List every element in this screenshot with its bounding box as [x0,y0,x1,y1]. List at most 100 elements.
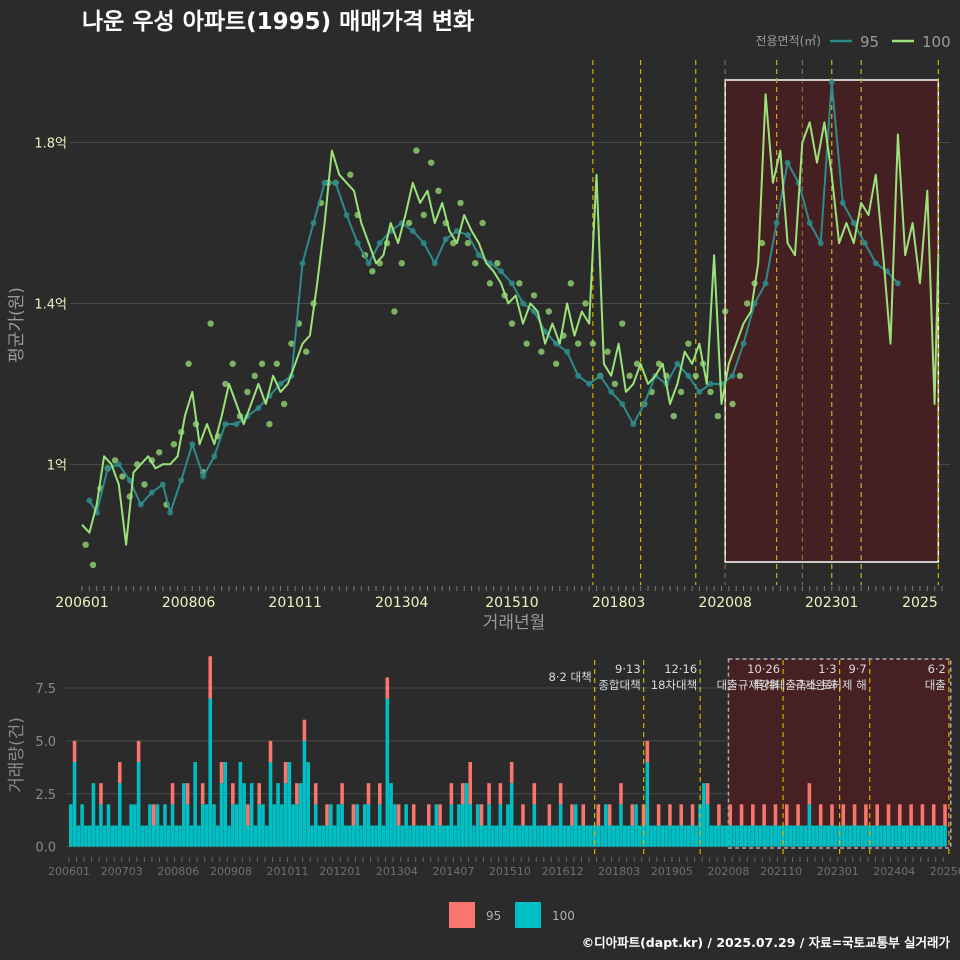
volume-bar-95 [385,677,390,699]
volume-bar-95 [558,783,563,805]
volume-bar-100 [660,825,665,847]
volume-bar-100 [758,825,763,847]
volume-bar-100 [656,825,661,847]
price-point-100 [89,561,97,569]
volume-bar-100 [849,825,853,847]
volume-bar-95 [645,740,650,763]
volume-bar-100 [306,762,310,847]
price-point-100 [398,260,405,267]
volume-bar-100 [935,825,940,847]
legend-label-100: 100 [922,33,951,51]
volume-bar-100 [215,825,220,847]
volume-bar-95 [931,804,936,826]
volume-x-tick-label: 201304 [376,865,418,878]
volume-bar-95 [295,783,299,805]
volume-bar-100 [151,825,156,847]
volume-bar-100 [91,783,96,847]
volume-bar-100 [76,825,81,847]
volume-bar-100 [321,825,326,847]
volume-bar-100 [280,804,284,847]
price-point-100 [744,300,751,307]
volume-x-tick-label: 200806 [157,865,199,878]
volume-bar-100 [423,825,427,847]
price-point-100 [619,320,626,327]
volume-bar-100 [472,825,476,847]
volume-bar-100 [675,825,680,847]
volume-bar-100 [653,825,657,847]
volume-bar-95 [679,804,684,826]
volume-bar-100 [781,825,785,847]
policy-label: 18차대책 [651,678,697,692]
volume-bar-100 [227,825,231,847]
volume-bar-95 [521,804,525,826]
price-y-tick-label: 1.4억 [34,297,67,312]
policy-label: 1·3 [818,662,836,676]
volume-bar-95 [909,804,913,826]
volume-bar-100 [867,825,872,847]
volume-bar-100 [543,825,548,847]
price-legend: 전용면적(㎡) 95 100 [755,33,950,51]
volume-bar-100 [822,825,827,847]
price-point-100 [633,360,641,367]
volume-bar-100 [607,825,612,847]
volume-bar-100 [148,804,152,847]
volume-bar-100 [920,825,925,847]
price-point-100 [707,388,714,396]
volume-bar-100 [928,825,932,847]
volume-bar-100 [547,825,552,847]
volume-bar-100 [393,804,397,847]
price-point-100 [523,340,530,347]
volume-bar-100 [460,804,465,847]
volume-bar-100 [931,825,936,847]
volume-bar-95 [426,804,431,826]
volume-bar-100 [377,804,382,847]
volume-legend-label-95: 95 [486,909,501,923]
volume-bar-95 [99,783,103,805]
volume-bar-95 [219,762,224,784]
volume-x-tick-label: 202110 [760,865,802,878]
volume-bar-100 [445,825,450,847]
volume-bar-100 [170,804,175,847]
policy-label: 규제완화 [794,678,837,692]
volume-bar-100 [246,825,250,847]
volume-bar-100 [841,825,846,847]
volume-bar-95 [886,804,891,826]
price-point-100 [435,187,442,195]
volume-bar-100 [683,825,687,847]
volume-bar-95 [705,783,710,805]
volume-x-tick-label: 201407 [432,865,474,878]
volume-bar-100 [200,804,205,847]
volume-bar-100 [528,825,533,847]
volume-bar-100 [434,804,439,847]
price-point-100 [516,280,523,287]
price-panel: 1억 1.4억 1.8억 200601 200806 201011 201304 201510… [7,60,950,633]
price-point-100 [611,380,619,388]
volume-bar-100 [773,825,778,847]
volume-bar-100 [713,825,717,847]
volume-bar-100 [264,825,269,847]
volume-bar-100 [238,762,243,847]
volume-bar-95 [547,804,552,826]
volume-legend-key-95 [449,902,475,928]
price-y-tick-label: 1.8억 [34,137,67,152]
volume-bar-100 [694,825,699,847]
volume-bar-95 [762,804,766,826]
volume-bar-100 [830,825,834,847]
volume-bar-100 [136,762,141,847]
volume-bar-100 [355,804,359,847]
volume-bar-95 [313,783,318,805]
volume-bar-100 [506,804,510,847]
volume-bar-95 [377,783,382,805]
volume-bar-100 [155,804,160,847]
volume-bar-100 [468,804,473,847]
price-point-100 [405,219,413,227]
volume-bar-95 [498,783,503,805]
policy-label: 6·2 [928,662,946,676]
volume-y-tick-label: 0.0 [35,841,56,856]
volume-bar-95 [283,762,288,784]
volume-bar-100 [491,825,495,847]
volume-bar-100 [686,825,691,847]
volume-bar-100 [784,825,789,847]
volume-bar-100 [788,825,793,847]
volume-bar-100 [509,783,514,847]
